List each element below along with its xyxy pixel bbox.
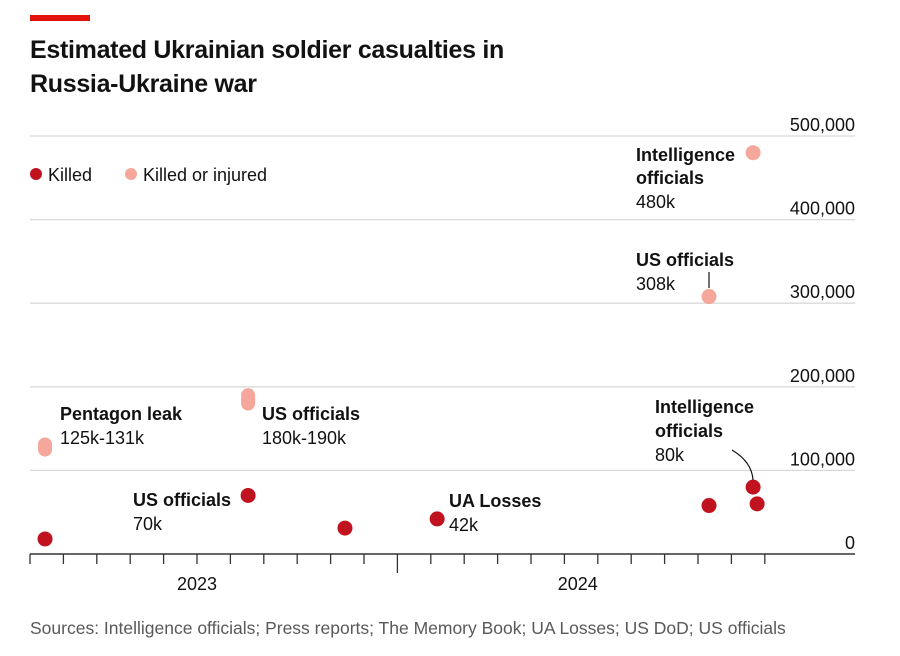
y-tick-label: 300,000 — [790, 282, 855, 302]
us-officials-308k-value: 308k — [636, 274, 676, 294]
killed-point — [240, 487, 256, 503]
legend-killed-label: Killed — [48, 165, 92, 185]
legend-killed-or-injured-marker — [125, 168, 137, 180]
killed-point — [37, 531, 53, 547]
us-officials-70k-value: 70k — [133, 514, 163, 534]
intelligence-80k-label-line1: Intelligence — [655, 397, 754, 417]
source-note: Sources: Intelligence officials; Press r… — [30, 618, 786, 638]
us-officials-range-label: US officials — [262, 404, 360, 424]
x-tick-label: 2023 — [177, 574, 217, 594]
ua-losses-label: UA Losses — [449, 491, 541, 511]
y-tick-label: 500,000 — [790, 115, 855, 135]
y-tick-label: 400,000 — [790, 199, 855, 219]
pentagon-leak-label: Pentagon leak — [60, 404, 183, 424]
us-officials-308k-label: US officials — [636, 250, 734, 270]
killed-or-injured-point — [745, 145, 761, 161]
killed-point — [749, 496, 765, 512]
us-officials-70k-label: US officials — [133, 490, 231, 510]
legend-killed-or-injured-label: Killed or injured — [143, 165, 267, 185]
y-tick-label: 200,000 — [790, 366, 855, 386]
y-tick-label: 0 — [845, 533, 855, 553]
x-tick-label: 2024 — [558, 574, 598, 594]
intelligence-80k-value: 80k — [655, 445, 685, 465]
killed-or-injured-point — [701, 289, 717, 305]
us-officials-range-value: 180k-190k — [262, 428, 347, 448]
intelligence-480k-label-line1: Intelligence — [636, 145, 735, 165]
killed-point — [337, 520, 353, 536]
killed-point — [429, 511, 445, 527]
accent-bar — [30, 15, 90, 21]
intelligence-80k-label-line2: officials — [655, 421, 723, 441]
killed-point — [701, 498, 717, 514]
intelligence-480k-value: 480k — [636, 192, 676, 212]
y-tick-label: 100,000 — [790, 449, 855, 469]
chart-title: Estimated Ukrainian soldier casualties i… — [30, 36, 504, 98]
killed-point — [745, 479, 761, 495]
intelligence-480k-label-line2: officials — [636, 168, 704, 188]
legend-killed-marker — [30, 168, 42, 180]
ua-losses-value: 42k — [449, 515, 479, 535]
annotation-leader-line — [731, 449, 754, 481]
pentagon-leak-value: 125k-131k — [60, 428, 145, 448]
